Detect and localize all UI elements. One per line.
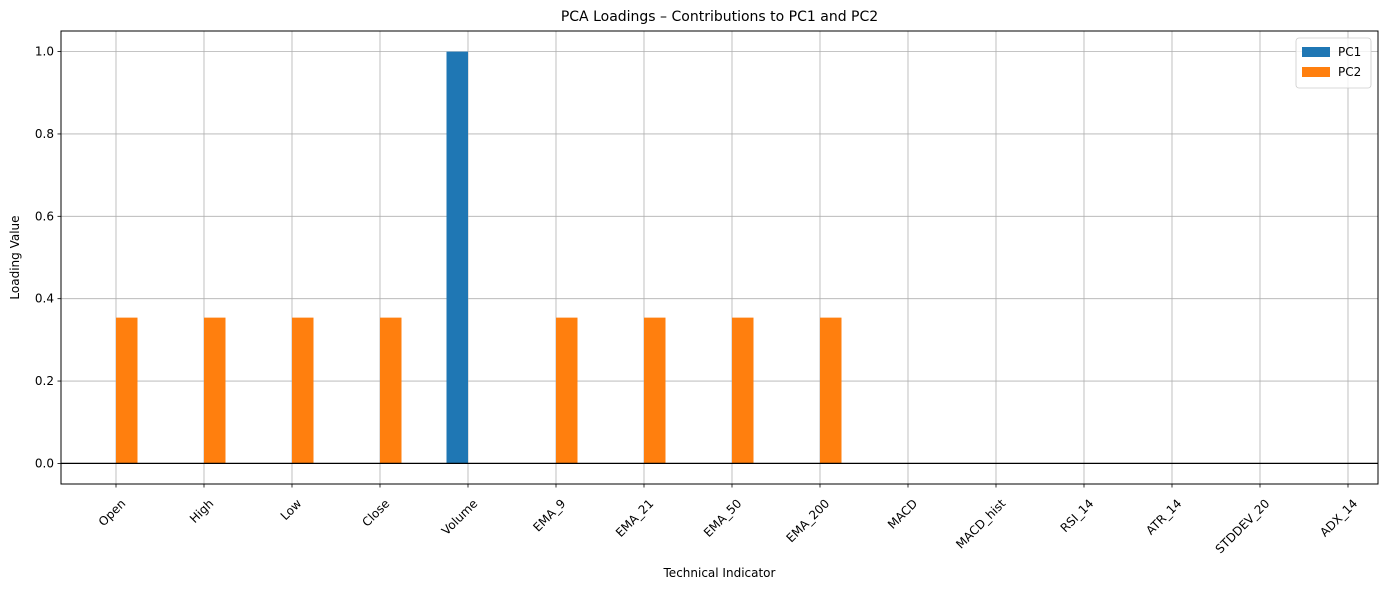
legend-swatch-pc1	[1302, 47, 1330, 57]
x-tick-label: STDDEV_20	[1213, 496, 1273, 556]
y-axis-label: Loading Value	[8, 215, 22, 299]
bars	[116, 51, 842, 464]
x-tick-label: ATR_14	[1143, 496, 1184, 537]
chart-title: PCA Loadings – Contributions to PC1 and …	[561, 9, 878, 25]
bar-pc2-close	[380, 317, 402, 464]
x-tick-label: EMA_200	[784, 496, 833, 545]
bar-pc2-ema_200	[820, 317, 842, 464]
x-tick-label: Close	[359, 496, 392, 529]
legend-label-pc1: PC1	[1338, 45, 1361, 59]
y-tick-label: 0.2	[35, 374, 54, 388]
x-tick-label: RSI_14	[1058, 496, 1097, 535]
y-tick-label: 1.0	[35, 45, 54, 59]
x-axis-label: Technical Indicator	[663, 566, 776, 580]
x-tick-label: Volume	[439, 496, 480, 537]
x-axis: Open High Low Close Volume EMA_9 EMA_21 EMA_50 E…	[96, 484, 1360, 556]
x-tick-label: MACD	[885, 496, 920, 531]
x-tick-label: ADX_14	[1317, 496, 1360, 539]
bar-pc1-volume	[446, 51, 468, 464]
legend-swatch-pc2	[1302, 67, 1330, 77]
y-axis: 0.0 0.2 0.4 0.6 0.8 1.0	[35, 45, 61, 470]
legend-label-pc2: PC2	[1338, 65, 1361, 79]
x-tick-label: Open	[96, 496, 129, 529]
plot-frame	[60, 30, 1379, 485]
x-tick-label: MACD_hist	[953, 496, 1008, 551]
y-tick-label: 0.8	[35, 127, 54, 141]
x-tick-label: High	[187, 496, 216, 525]
bar-pc2-low	[292, 317, 314, 464]
x-tick-label: Low	[278, 496, 305, 523]
bar-pc2-ema_21	[644, 317, 666, 464]
x-tick-label: EMA_9	[530, 496, 568, 534]
y-tick-label: 0.6	[35, 209, 54, 223]
bar-pc2-open	[116, 317, 138, 464]
y-tick-label: 0.4	[35, 292, 54, 306]
bar-pc2-ema_50	[732, 317, 754, 464]
y-tick-label: 0.0	[35, 456, 54, 470]
bar-pc2-ema_9	[556, 317, 578, 464]
x-tick-label: EMA_21	[613, 496, 656, 539]
bar-pc2-high	[204, 317, 226, 464]
grid	[61, 31, 1378, 484]
x-tick-label: EMA_50	[701, 496, 744, 539]
